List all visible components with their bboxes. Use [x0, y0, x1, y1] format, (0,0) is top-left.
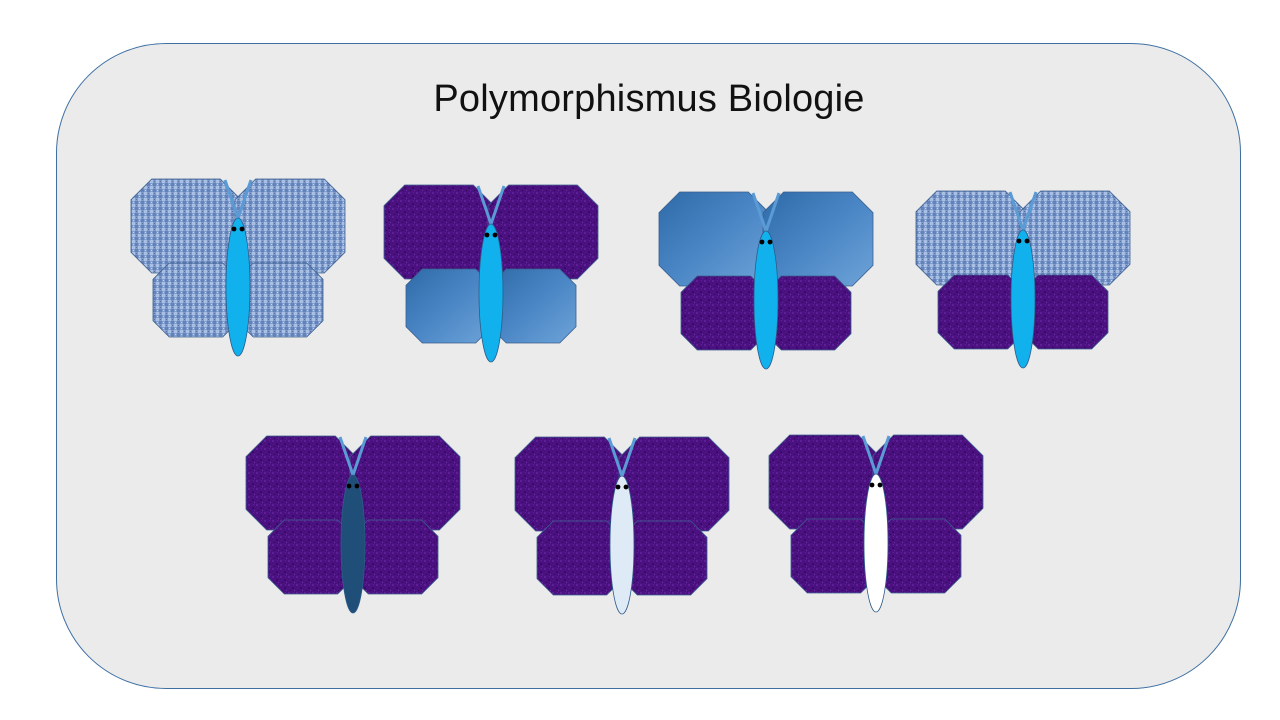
upper-left-wing — [514, 436, 626, 532]
eye-right — [877, 482, 883, 488]
eye-right — [354, 483, 360, 489]
right-antenna — [764, 192, 781, 232]
left-antenna — [751, 192, 768, 232]
butterfly-body — [753, 230, 779, 370]
right-antenna — [351, 436, 368, 476]
slide-title: Polymorphismus Biologie — [433, 78, 865, 120]
eye-left — [1016, 238, 1022, 244]
upper-right-wing — [872, 434, 984, 530]
butterfly-5 — [245, 435, 461, 614]
eye-right — [1024, 238, 1030, 244]
left-antenna — [476, 185, 493, 225]
upper-left-wing — [383, 184, 495, 280]
left-antenna — [223, 179, 240, 219]
butterfly-body — [225, 217, 251, 357]
upper-right-wing — [762, 191, 874, 287]
right-antenna — [874, 435, 891, 475]
butterfly-4 — [915, 190, 1131, 369]
butterfly-body — [478, 223, 504, 363]
butterfly-body — [340, 474, 366, 614]
right-antenna — [620, 437, 637, 477]
upper-right-wing — [349, 435, 461, 531]
upper-left-wing — [245, 435, 357, 531]
upper-left-wing — [915, 190, 1027, 286]
eye-left — [759, 239, 765, 245]
eye-left — [346, 483, 352, 489]
eye-left — [231, 226, 237, 232]
upper-right-wing — [618, 436, 730, 532]
butterfly-2 — [383, 184, 599, 363]
eye-right — [623, 484, 629, 490]
eye-left — [615, 484, 621, 490]
eye-right — [492, 232, 498, 238]
eye-left — [869, 482, 875, 488]
upper-left-wing — [768, 434, 880, 530]
upper-right-wing — [234, 178, 346, 274]
butterfly-1 — [130, 178, 346, 357]
butterfly-body — [863, 473, 889, 613]
butterfly-6 — [514, 436, 730, 615]
upper-right-wing — [1019, 190, 1131, 286]
butterfly-7 — [768, 434, 984, 613]
eye-right — [239, 226, 245, 232]
left-antenna — [1008, 191, 1025, 231]
right-antenna — [1021, 191, 1038, 231]
eye-left — [484, 232, 490, 238]
left-antenna — [607, 437, 624, 477]
left-antenna — [861, 435, 878, 475]
right-antenna — [236, 179, 253, 219]
right-antenna — [489, 185, 506, 225]
butterfly-body — [609, 475, 635, 615]
butterfly-body — [1010, 229, 1036, 369]
upper-left-wing — [130, 178, 242, 274]
upper-left-wing — [658, 191, 770, 287]
upper-right-wing — [487, 184, 599, 280]
left-antenna — [338, 436, 355, 476]
butterfly-3 — [658, 191, 874, 370]
eye-right — [767, 239, 773, 245]
